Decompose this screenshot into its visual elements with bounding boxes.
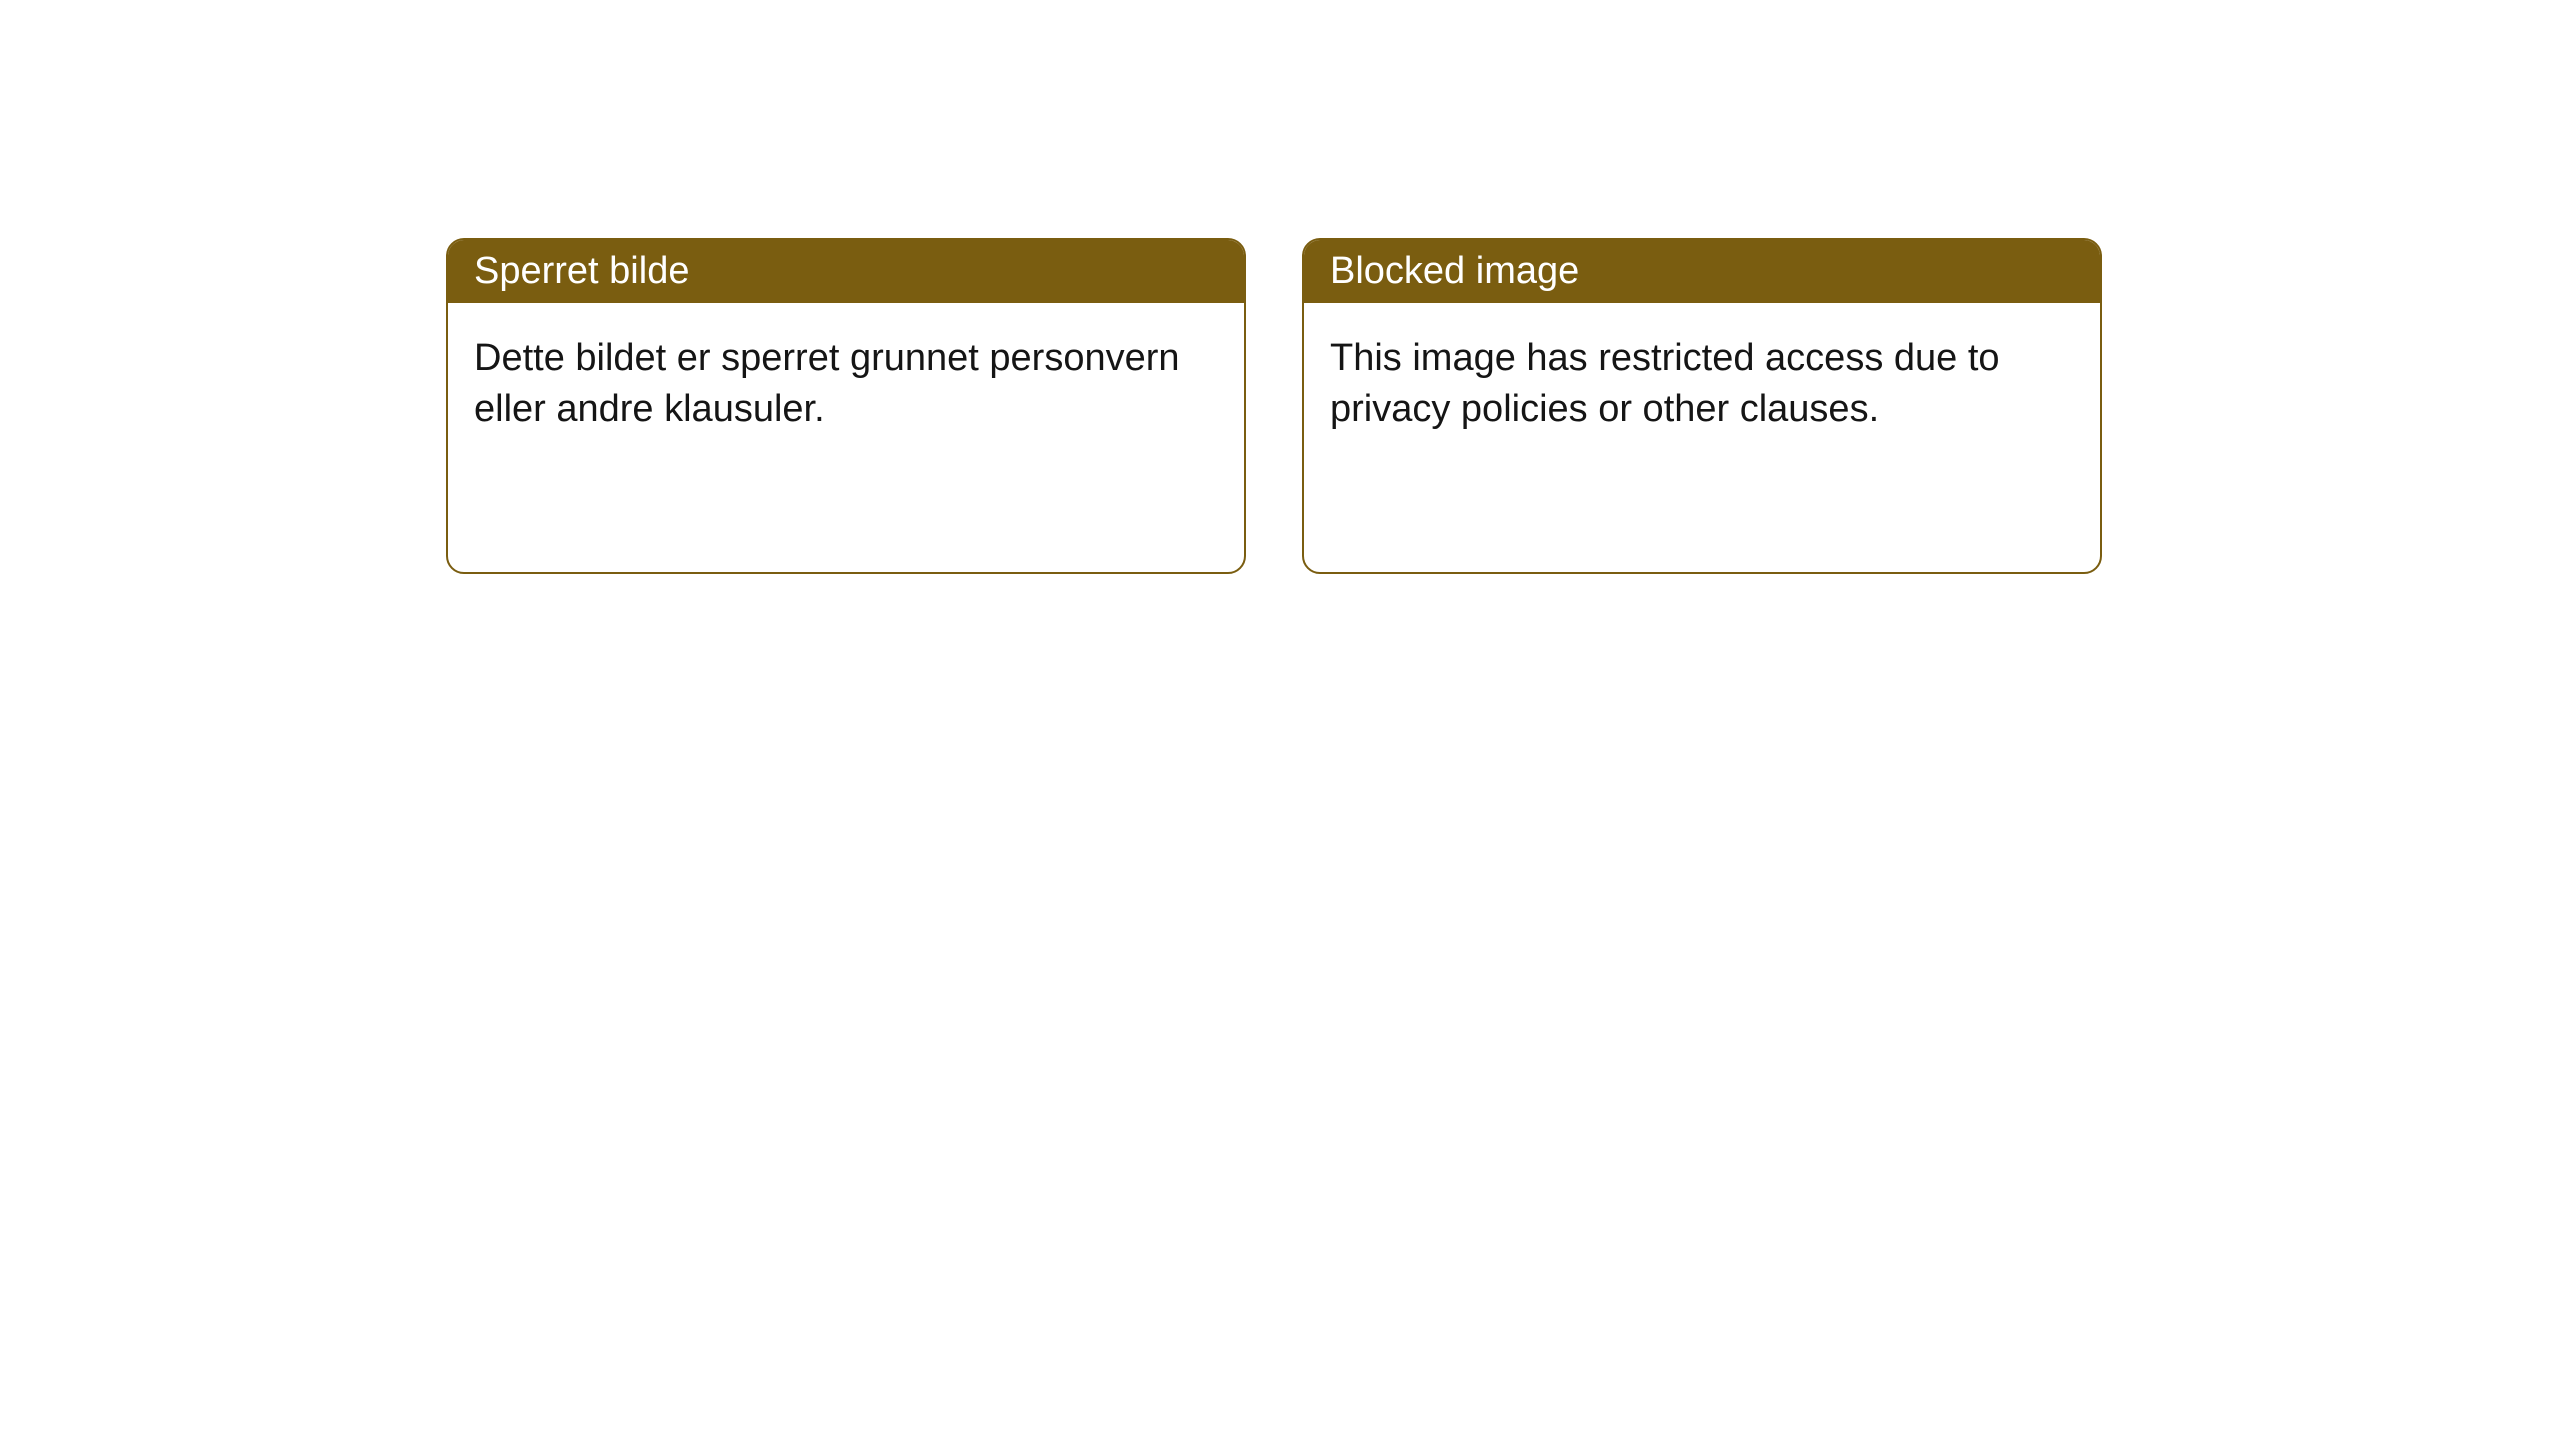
cards-container: Sperret bilde Dette bildet er sperret gr… xyxy=(446,238,2560,574)
card-title: Blocked image xyxy=(1330,250,1579,292)
card-header: Sperret bilde xyxy=(448,240,1244,303)
card-header: Blocked image xyxy=(1304,240,2100,303)
card-title: Sperret bilde xyxy=(474,250,689,292)
info-card-english: Blocked image This image has restricted … xyxy=(1302,238,2102,574)
card-body: Dette bildet er sperret grunnet personve… xyxy=(448,303,1244,466)
info-card-norwegian: Sperret bilde Dette bildet er sperret gr… xyxy=(446,238,1246,574)
card-body-text: Dette bildet er sperret grunnet personve… xyxy=(474,337,1180,430)
card-body-text: This image has restricted access due to … xyxy=(1330,337,2000,430)
card-body: This image has restricted access due to … xyxy=(1304,303,2100,466)
